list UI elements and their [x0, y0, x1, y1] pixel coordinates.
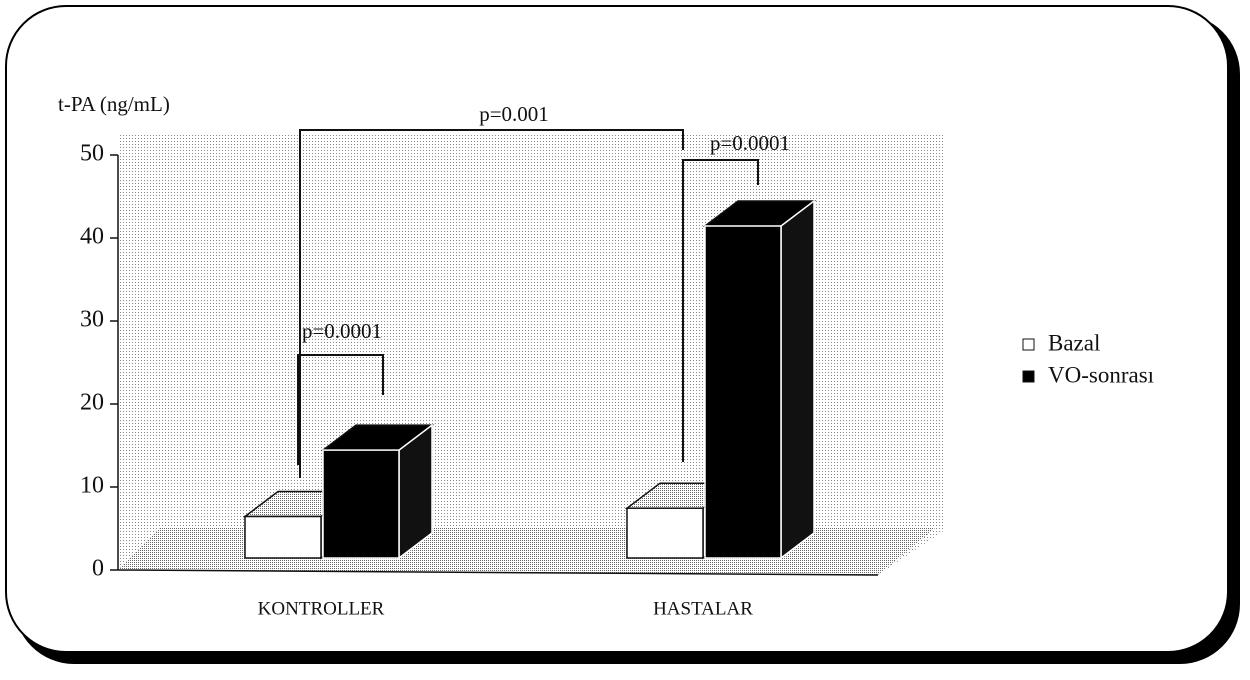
bar	[702, 199, 817, 560]
legend-swatch	[1022, 370, 1035, 383]
annotation: p=0.0001	[302, 319, 382, 343]
y-tick-label: 0	[92, 556, 104, 582]
y-tick-label: 50	[80, 141, 104, 167]
legend-swatch	[1022, 338, 1035, 351]
bracket	[299, 129, 684, 478]
x-tick-label: HASTALAR	[653, 598, 753, 619]
annotation-brackets	[297, 129, 759, 478]
bar	[320, 423, 435, 560]
bar-front	[626, 507, 704, 559]
x-axis	[117, 569, 879, 576]
bar-side	[780, 199, 815, 560]
y-tick-label: 40	[80, 224, 104, 250]
bar-front	[322, 449, 400, 559]
legend-label: VO-sonrası	[1048, 362, 1154, 387]
bar-front	[244, 515, 322, 559]
bar-front	[704, 225, 782, 559]
y-axis-label: t-PA (ng/mL)	[58, 92, 170, 116]
y-tick-label: 10	[80, 473, 104, 499]
bracket	[297, 354, 384, 465]
plot-background	[118, 135, 945, 575]
x-tick-label: KONTROLLER	[258, 598, 385, 619]
annotation: p=0.001	[479, 102, 549, 126]
annotation: p=0.0001	[710, 131, 790, 155]
bracket	[682, 159, 759, 462]
y-tick-label: 20	[80, 390, 104, 416]
y-tick-label: 30	[80, 307, 104, 333]
legend-label: Bazal	[1048, 330, 1100, 355]
